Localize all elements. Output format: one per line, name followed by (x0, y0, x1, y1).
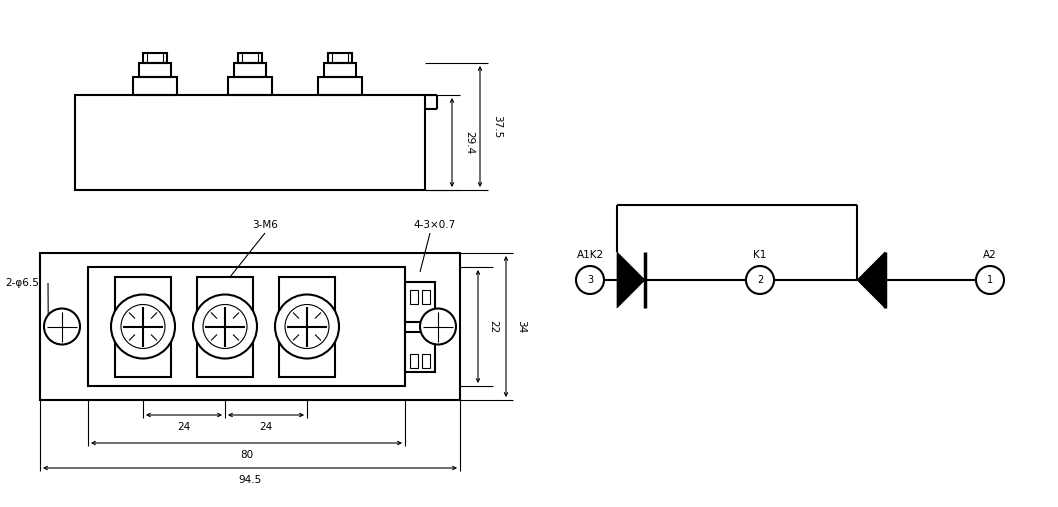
Bar (229, 77, 272, 95)
Text: 3-M6: 3-M6 (252, 220, 278, 230)
Bar (75, 95, 425, 190)
Circle shape (576, 266, 604, 294)
Bar (422, 353, 430, 368)
Circle shape (285, 305, 329, 348)
Text: 2: 2 (756, 275, 763, 285)
Bar (422, 289, 430, 304)
Bar (143, 53, 167, 63)
Circle shape (203, 305, 247, 348)
Polygon shape (857, 252, 884, 308)
Text: 4-3×0.7: 4-3×0.7 (414, 220, 456, 230)
Bar (234, 63, 266, 77)
Bar (115, 276, 171, 377)
Bar (411, 289, 418, 304)
Circle shape (44, 308, 80, 344)
Bar (238, 53, 262, 63)
Bar (279, 276, 335, 377)
Bar (405, 281, 435, 321)
Text: 29.4: 29.4 (464, 131, 474, 154)
Bar (88, 267, 405, 386)
Bar (328, 53, 352, 63)
Text: 94.5: 94.5 (238, 475, 261, 485)
Bar (405, 332, 435, 372)
Circle shape (746, 266, 774, 294)
Text: 24: 24 (178, 422, 190, 432)
Text: 34: 34 (516, 320, 526, 333)
Polygon shape (617, 252, 645, 308)
Text: 24: 24 (259, 422, 273, 432)
Bar (318, 77, 362, 95)
Text: 1: 1 (987, 275, 993, 285)
Text: 22: 22 (488, 320, 498, 333)
Bar (139, 63, 171, 77)
Bar (411, 353, 418, 368)
Circle shape (121, 305, 165, 348)
Text: 80: 80 (240, 450, 253, 460)
Circle shape (975, 266, 1004, 294)
Text: A1K2: A1K2 (577, 250, 603, 260)
Bar (40, 253, 460, 400)
Bar (324, 63, 355, 77)
Circle shape (275, 295, 339, 358)
Bar (133, 77, 177, 95)
Text: 37.5: 37.5 (492, 115, 501, 138)
Text: K1: K1 (753, 250, 767, 260)
Circle shape (420, 308, 456, 344)
Text: 3: 3 (587, 275, 594, 285)
Circle shape (111, 295, 175, 358)
Circle shape (193, 295, 257, 358)
Text: 2-φ6.5: 2-φ6.5 (5, 278, 39, 288)
Bar (197, 276, 253, 377)
Text: A2: A2 (983, 250, 997, 260)
